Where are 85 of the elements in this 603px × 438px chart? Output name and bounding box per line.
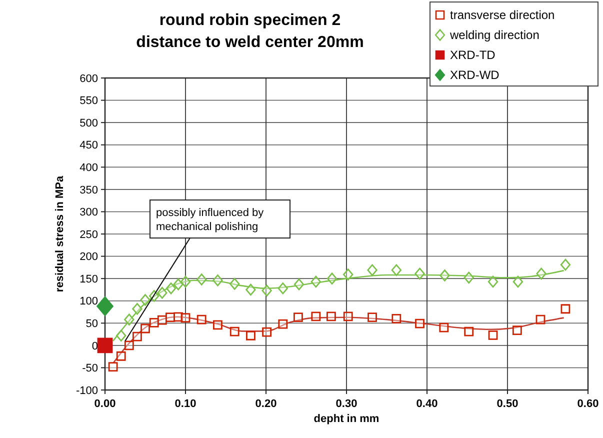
point — [140, 324, 150, 334]
point — [343, 312, 353, 322]
y-tick-label: 600 — [80, 72, 98, 85]
point — [464, 272, 474, 284]
point — [246, 284, 256, 296]
point — [415, 318, 424, 328]
point — [108, 362, 118, 372]
y-tick-label: 450 — [80, 140, 98, 152]
point — [166, 282, 176, 294]
x-tick-label: 0.40 — [416, 398, 438, 410]
y-tick-label: 150 — [80, 273, 98, 286]
y-tick-label: -100 — [76, 384, 98, 397]
point — [213, 320, 222, 330]
point — [294, 312, 303, 322]
point — [140, 294, 150, 306]
chart-title: round robin specimen 2 distance to weld center 20mm — [136, 12, 364, 51]
point — [97, 338, 113, 354]
point — [278, 319, 288, 329]
x-axis-title: depht in mm — [314, 413, 380, 425]
point — [488, 276, 498, 288]
point — [230, 326, 240, 336]
point — [132, 302, 142, 315]
point — [310, 276, 322, 288]
point — [230, 278, 240, 290]
point — [392, 314, 402, 324]
x-tick-label: 0.50 — [496, 398, 518, 410]
x-tick-label: 0.30 — [336, 398, 358, 410]
point — [180, 313, 190, 322]
point — [149, 318, 159, 328]
point — [262, 327, 272, 337]
legend-label: transverse direction — [450, 8, 555, 22]
x-tick-label: 0.60 — [577, 398, 599, 410]
point — [439, 322, 449, 332]
y-tick-label: 500 — [80, 117, 98, 130]
point — [326, 312, 336, 322]
point — [124, 340, 134, 350]
point — [294, 278, 304, 290]
annotation: possibly influenced by mechanical polishing — [156, 207, 264, 233]
point — [212, 274, 223, 286]
point — [262, 284, 272, 297]
point — [536, 314, 546, 324]
point — [246, 330, 256, 340]
y-tick-label: 0 — [92, 340, 98, 352]
y-tick-label: 400 — [80, 162, 98, 174]
point — [278, 282, 288, 294]
point — [488, 330, 498, 340]
point — [536, 268, 546, 280]
point — [116, 330, 126, 342]
legend-label: XRD-WD — [450, 68, 500, 82]
point — [560, 304, 570, 314]
y-tick-label: 550 — [80, 95, 98, 108]
legend-label: XRD-TD — [450, 48, 496, 62]
point — [326, 272, 338, 284]
point — [180, 276, 191, 288]
x-tick-label: 0.00 — [94, 398, 116, 410]
point — [157, 286, 168, 299]
point — [124, 314, 134, 326]
point — [560, 258, 571, 271]
x-tick-label: 0.20 — [255, 398, 277, 410]
point — [512, 276, 524, 288]
point — [343, 268, 354, 280]
point — [512, 326, 522, 335]
y-tick-label: 200 — [80, 251, 98, 264]
point — [173, 278, 184, 290]
y-tick-label: 350 — [80, 184, 98, 196]
point — [116, 351, 126, 361]
point — [414, 268, 425, 280]
y-tick-label: -50 — [82, 362, 98, 375]
y-tick-label: 250 — [80, 228, 98, 241]
point — [391, 264, 402, 276]
point — [96, 296, 114, 316]
y-tick-label: 50 — [86, 318, 98, 330]
point — [440, 270, 450, 282]
point — [464, 326, 474, 336]
point — [132, 332, 142, 342]
point — [367, 264, 378, 276]
point — [368, 312, 377, 322]
y-axis-title: residual stress in MPa — [54, 175, 66, 292]
point — [196, 314, 206, 324]
legend-label: welding direction — [449, 28, 540, 42]
point — [196, 274, 207, 286]
y-tick-label: 300 — [80, 206, 98, 219]
y-tick-label: 100 — [80, 296, 98, 308]
x-tick-label: 0.10 — [174, 398, 196, 410]
point — [311, 312, 321, 322]
